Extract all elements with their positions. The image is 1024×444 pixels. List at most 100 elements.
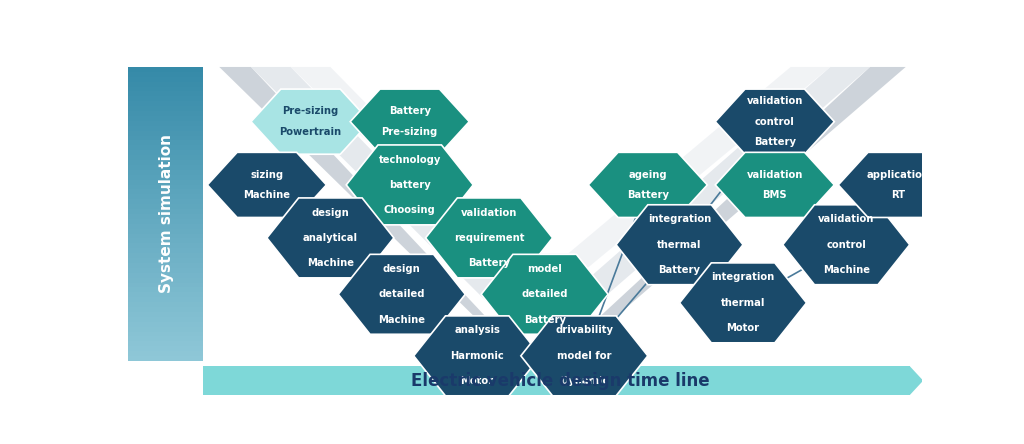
Text: System simulation: System simulation [159,135,174,293]
Text: analysis: analysis [455,325,500,336]
Text: Motor: Motor [726,323,760,333]
Polygon shape [128,135,204,140]
Polygon shape [128,126,204,131]
Polygon shape [128,170,204,175]
Polygon shape [128,351,204,356]
Polygon shape [128,234,204,238]
Polygon shape [128,165,204,170]
Text: detailed: detailed [379,289,425,299]
Polygon shape [346,145,473,225]
Text: Machine: Machine [822,265,869,275]
Text: RT: RT [891,190,905,200]
Polygon shape [219,67,905,381]
Polygon shape [782,205,909,285]
Text: detailed: detailed [521,289,568,299]
Polygon shape [128,111,204,116]
Polygon shape [128,238,204,243]
Text: Machine: Machine [244,190,291,200]
Polygon shape [128,145,204,150]
Text: design: design [311,207,349,218]
Text: sizing: sizing [250,170,284,179]
Polygon shape [839,152,957,218]
Polygon shape [521,316,648,396]
Polygon shape [128,282,204,287]
Polygon shape [128,209,204,214]
Polygon shape [909,366,924,395]
Polygon shape [128,224,204,229]
Polygon shape [128,204,204,209]
Text: validation: validation [461,207,517,218]
Text: model for: model for [557,351,611,361]
Polygon shape [128,91,204,96]
Polygon shape [128,121,204,126]
Polygon shape [426,198,553,278]
Text: Machine: Machine [307,258,354,268]
Polygon shape [128,341,204,346]
Text: integration: integration [648,214,712,224]
Polygon shape [128,332,204,337]
Polygon shape [128,131,204,135]
Polygon shape [588,152,708,218]
Polygon shape [715,152,835,218]
Text: analytical: analytical [303,233,357,243]
Polygon shape [128,160,204,165]
Polygon shape [128,67,204,72]
Polygon shape [128,96,204,101]
Text: Powertrain: Powertrain [280,127,342,137]
Polygon shape [128,185,204,190]
Text: technology: technology [379,155,441,165]
Polygon shape [128,77,204,82]
Polygon shape [128,346,204,351]
Text: validation: validation [746,170,803,179]
Polygon shape [128,190,204,194]
Polygon shape [128,322,204,327]
Text: drivability: drivability [555,325,613,336]
Polygon shape [128,194,204,199]
Polygon shape [128,248,204,253]
Polygon shape [128,175,204,180]
Polygon shape [128,327,204,332]
Text: Motor: Motor [461,376,494,386]
Text: control: control [755,117,795,127]
Text: Choosing: Choosing [384,205,435,215]
Polygon shape [128,263,204,268]
Polygon shape [128,219,204,224]
Polygon shape [128,199,204,204]
Polygon shape [128,287,204,292]
Polygon shape [128,82,204,87]
Text: application: application [866,170,930,179]
Polygon shape [207,152,327,218]
Polygon shape [128,312,204,317]
Polygon shape [128,101,204,106]
Text: thermal: thermal [721,298,765,308]
Text: requirement: requirement [454,233,524,243]
Polygon shape [414,316,541,396]
Polygon shape [128,258,204,263]
Text: validation: validation [746,96,803,106]
Polygon shape [128,297,204,302]
Polygon shape [128,155,204,160]
Text: Battery: Battery [658,265,700,275]
Polygon shape [481,254,608,334]
Polygon shape [251,67,870,330]
Polygon shape [291,67,830,286]
Text: Battery: Battery [523,315,565,325]
Text: Pre-sizing: Pre-sizing [283,106,339,116]
Polygon shape [128,106,204,111]
Text: model: model [527,264,562,274]
Text: Battery: Battery [468,258,510,268]
Polygon shape [715,89,835,154]
Polygon shape [128,307,204,312]
Polygon shape [128,180,204,185]
Polygon shape [128,302,204,307]
Polygon shape [128,140,204,145]
Polygon shape [128,253,204,258]
Text: Machine: Machine [378,315,425,325]
Text: control: control [826,240,866,250]
Polygon shape [128,243,204,248]
Polygon shape [128,214,204,219]
Text: Electric vehicle design time line: Electric vehicle design time line [412,372,710,390]
Polygon shape [128,273,204,278]
Polygon shape [616,205,743,285]
Polygon shape [204,366,909,395]
